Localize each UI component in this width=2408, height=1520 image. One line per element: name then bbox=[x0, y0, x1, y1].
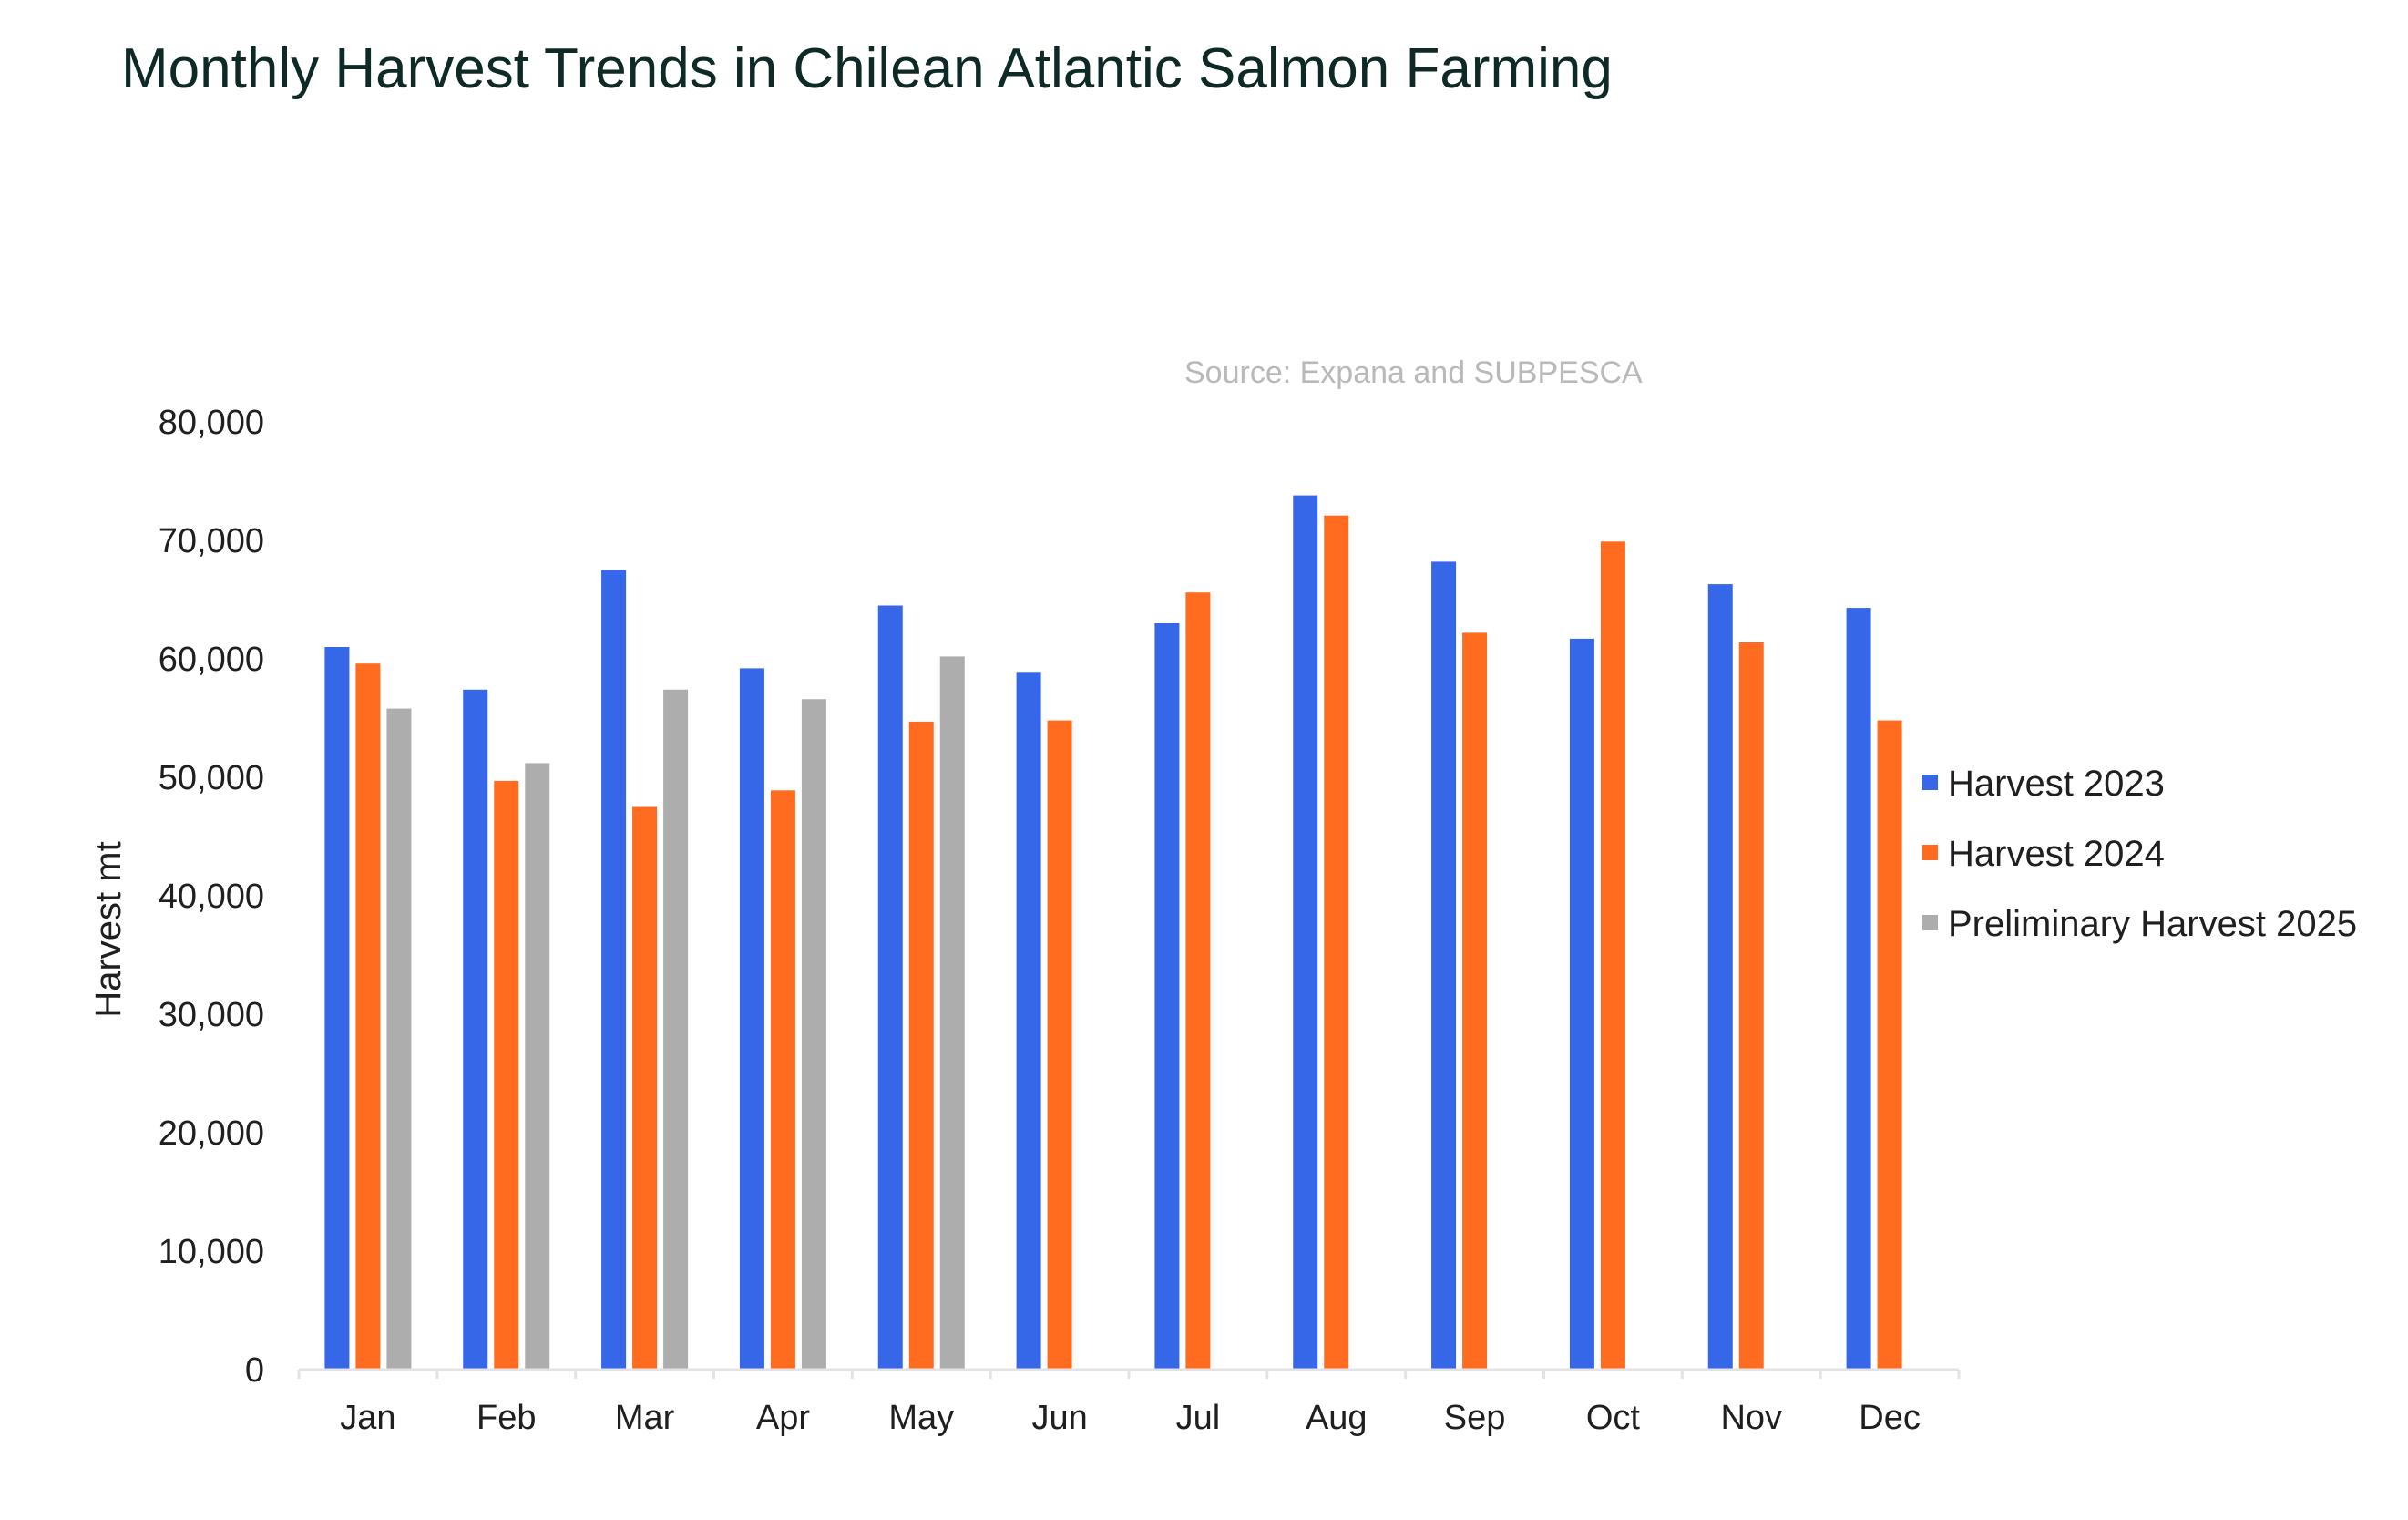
bar bbox=[801, 699, 826, 1370]
y-tick-label: 20,000 bbox=[159, 1114, 264, 1153]
bar bbox=[1846, 608, 1871, 1370]
legend-swatch bbox=[1922, 775, 1938, 790]
x-tick-label: Jun bbox=[1031, 1399, 1087, 1437]
bar bbox=[525, 763, 550, 1370]
bar bbox=[1600, 541, 1625, 1370]
y-tick-label: 40,000 bbox=[159, 878, 264, 916]
y-tick-label: 60,000 bbox=[159, 641, 264, 679]
bar bbox=[601, 570, 627, 1370]
bar bbox=[1707, 584, 1733, 1370]
y-tick-label: 50,000 bbox=[159, 759, 264, 797]
bar bbox=[463, 689, 488, 1370]
bars bbox=[324, 495, 1902, 1370]
bar bbox=[770, 790, 795, 1370]
bar bbox=[355, 663, 381, 1370]
bar bbox=[1877, 720, 1902, 1370]
x-tick-label: Jul bbox=[1176, 1399, 1221, 1437]
bar bbox=[386, 708, 412, 1370]
bar bbox=[1016, 672, 1041, 1370]
bar bbox=[1569, 638, 1594, 1370]
x-tick-label: Aug bbox=[1306, 1399, 1368, 1437]
bar bbox=[1047, 720, 1072, 1370]
bar bbox=[494, 780, 519, 1370]
x-tick-label: Nov bbox=[1720, 1399, 1782, 1437]
y-axis-ticks: 0 10,000 20,000 30,000 40,000 50,000 60,000 70,… bbox=[159, 404, 264, 1390]
x-tick-label: Apr bbox=[756, 1399, 810, 1437]
y-tick-label: 70,000 bbox=[159, 522, 264, 560]
x-axis: Jan Feb Mar Apr May Jun Jul Aug Sep Oct Nov Dec bbox=[297, 1368, 1961, 1437]
x-tick-label: May bbox=[888, 1399, 954, 1437]
y-tick-label: 10,000 bbox=[159, 1233, 264, 1271]
bar bbox=[1324, 515, 1349, 1370]
x-tick-label: Feb bbox=[476, 1399, 536, 1437]
x-tick-label: Jan bbox=[340, 1399, 395, 1437]
legend: Harvest 2023 Harvest 2024 Preliminary Harv… bbox=[1922, 764, 2357, 944]
bar bbox=[908, 721, 934, 1370]
bar bbox=[1154, 623, 1180, 1370]
bar bbox=[1431, 561, 1457, 1370]
x-tick-label: Oct bbox=[1586, 1399, 1641, 1437]
y-tick-label: 0 bbox=[245, 1351, 264, 1390]
legend-label: Preliminary Harvest 2025 bbox=[1948, 904, 2357, 944]
bar bbox=[939, 656, 965, 1370]
x-tick-label: Sep bbox=[1444, 1399, 1506, 1437]
legend-label: Harvest 2023 bbox=[1948, 764, 2165, 804]
chart-title: Monthly Harvest Trends in Chilean Atlant… bbox=[121, 37, 1613, 100]
x-tick-label: Dec bbox=[1859, 1399, 1921, 1437]
bar bbox=[1738, 642, 1764, 1370]
x-tick-label: Mar bbox=[615, 1399, 675, 1437]
y-axis-label: Harvest mt bbox=[88, 841, 128, 1017]
y-tick-label: 30,000 bbox=[159, 996, 264, 1034]
bar bbox=[1462, 632, 1488, 1370]
bar bbox=[739, 668, 764, 1370]
legend-swatch bbox=[1922, 845, 1938, 860]
y-tick-label: 80,000 bbox=[159, 404, 264, 442]
source-note: Source: Expana and SUBPESCA bbox=[1184, 355, 1643, 390]
bar bbox=[1185, 592, 1211, 1370]
bar bbox=[1293, 495, 1318, 1370]
bar bbox=[324, 647, 350, 1370]
bar bbox=[877, 605, 903, 1370]
bar bbox=[632, 806, 658, 1370]
bar bbox=[663, 689, 689, 1370]
legend-swatch bbox=[1922, 915, 1938, 930]
legend-label: Harvest 2024 bbox=[1948, 834, 2165, 874]
